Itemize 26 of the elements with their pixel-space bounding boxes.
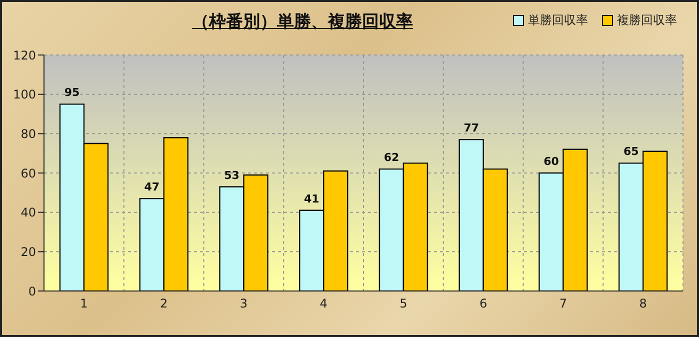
x-tick-label: 6 xyxy=(479,296,488,311)
data-label: 77 xyxy=(464,122,480,135)
legend-label: 単勝回収率 xyxy=(528,12,588,29)
y-tick-label: 40 xyxy=(20,206,36,220)
y-tick-label: 120 xyxy=(13,48,36,62)
y-tick-label: 80 xyxy=(20,126,36,141)
x-tick-label: 3 xyxy=(240,296,248,311)
x-tick-label: 2 xyxy=(160,296,168,311)
y-tick-label: 100 xyxy=(13,88,36,102)
y-tick-label: 60 xyxy=(20,166,36,180)
y-tick-label: 20 xyxy=(20,244,36,259)
x-tick-label: 7 xyxy=(559,296,568,311)
x-tick-label: 4 xyxy=(320,296,328,311)
legend-label: 複勝回収率 xyxy=(617,12,677,29)
x-tick-label: 1 xyxy=(80,296,88,311)
data-label: 53 xyxy=(224,168,240,182)
x-tick-label: 8 xyxy=(639,296,647,311)
x-tick-label: 5 xyxy=(400,296,408,311)
data-label: 62 xyxy=(384,151,400,164)
chart-title: （枠番別）単勝、複勝回収率 xyxy=(192,11,413,33)
data-label: 47 xyxy=(144,180,160,194)
y-tick-label: 0 xyxy=(28,284,36,298)
data-label: 65 xyxy=(623,145,639,158)
data-label: 95 xyxy=(64,86,80,100)
data-label: 60 xyxy=(544,155,560,168)
data-label: 41 xyxy=(304,192,320,206)
